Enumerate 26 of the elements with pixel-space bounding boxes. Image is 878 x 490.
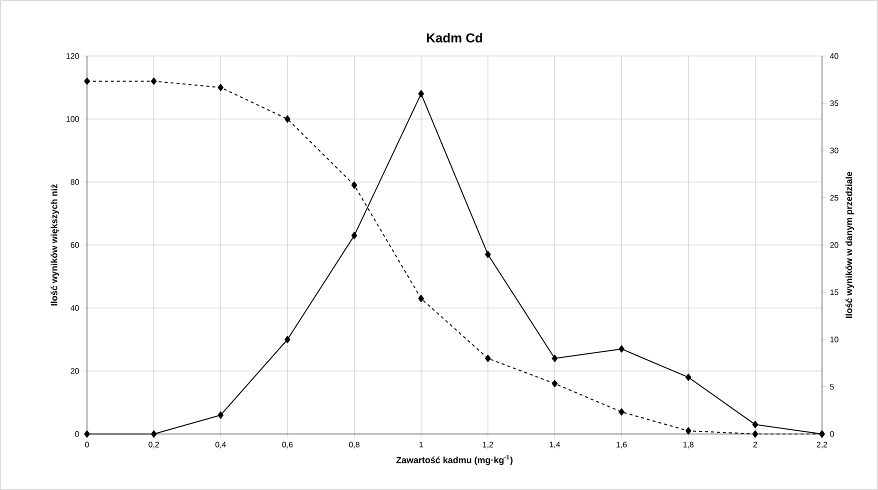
point [685,374,692,381]
point [418,294,424,302]
point [218,411,224,419]
point [752,430,758,438]
point [552,354,558,362]
y2-axis-title: Ilość wyników w danym przedziale [845,172,854,318]
point [218,84,224,92]
point [618,345,624,353]
point [284,336,290,344]
point [351,232,358,240]
point [552,380,558,388]
point [752,420,758,428]
point [618,408,624,416]
chart-title: Kadm Cd [426,32,482,43]
point [418,90,424,98]
point [150,430,157,438]
point [84,78,90,85]
point [84,430,90,438]
point [150,78,157,85]
point [485,250,491,258]
point [284,115,290,123]
x-axis-title: Zawartość kadmu (mg·kg$^{-1}$) [396,455,513,466]
y-axis-title: Ilość wyników większych niż [50,184,60,306]
point [351,181,358,189]
point [685,427,692,435]
point [485,354,491,362]
